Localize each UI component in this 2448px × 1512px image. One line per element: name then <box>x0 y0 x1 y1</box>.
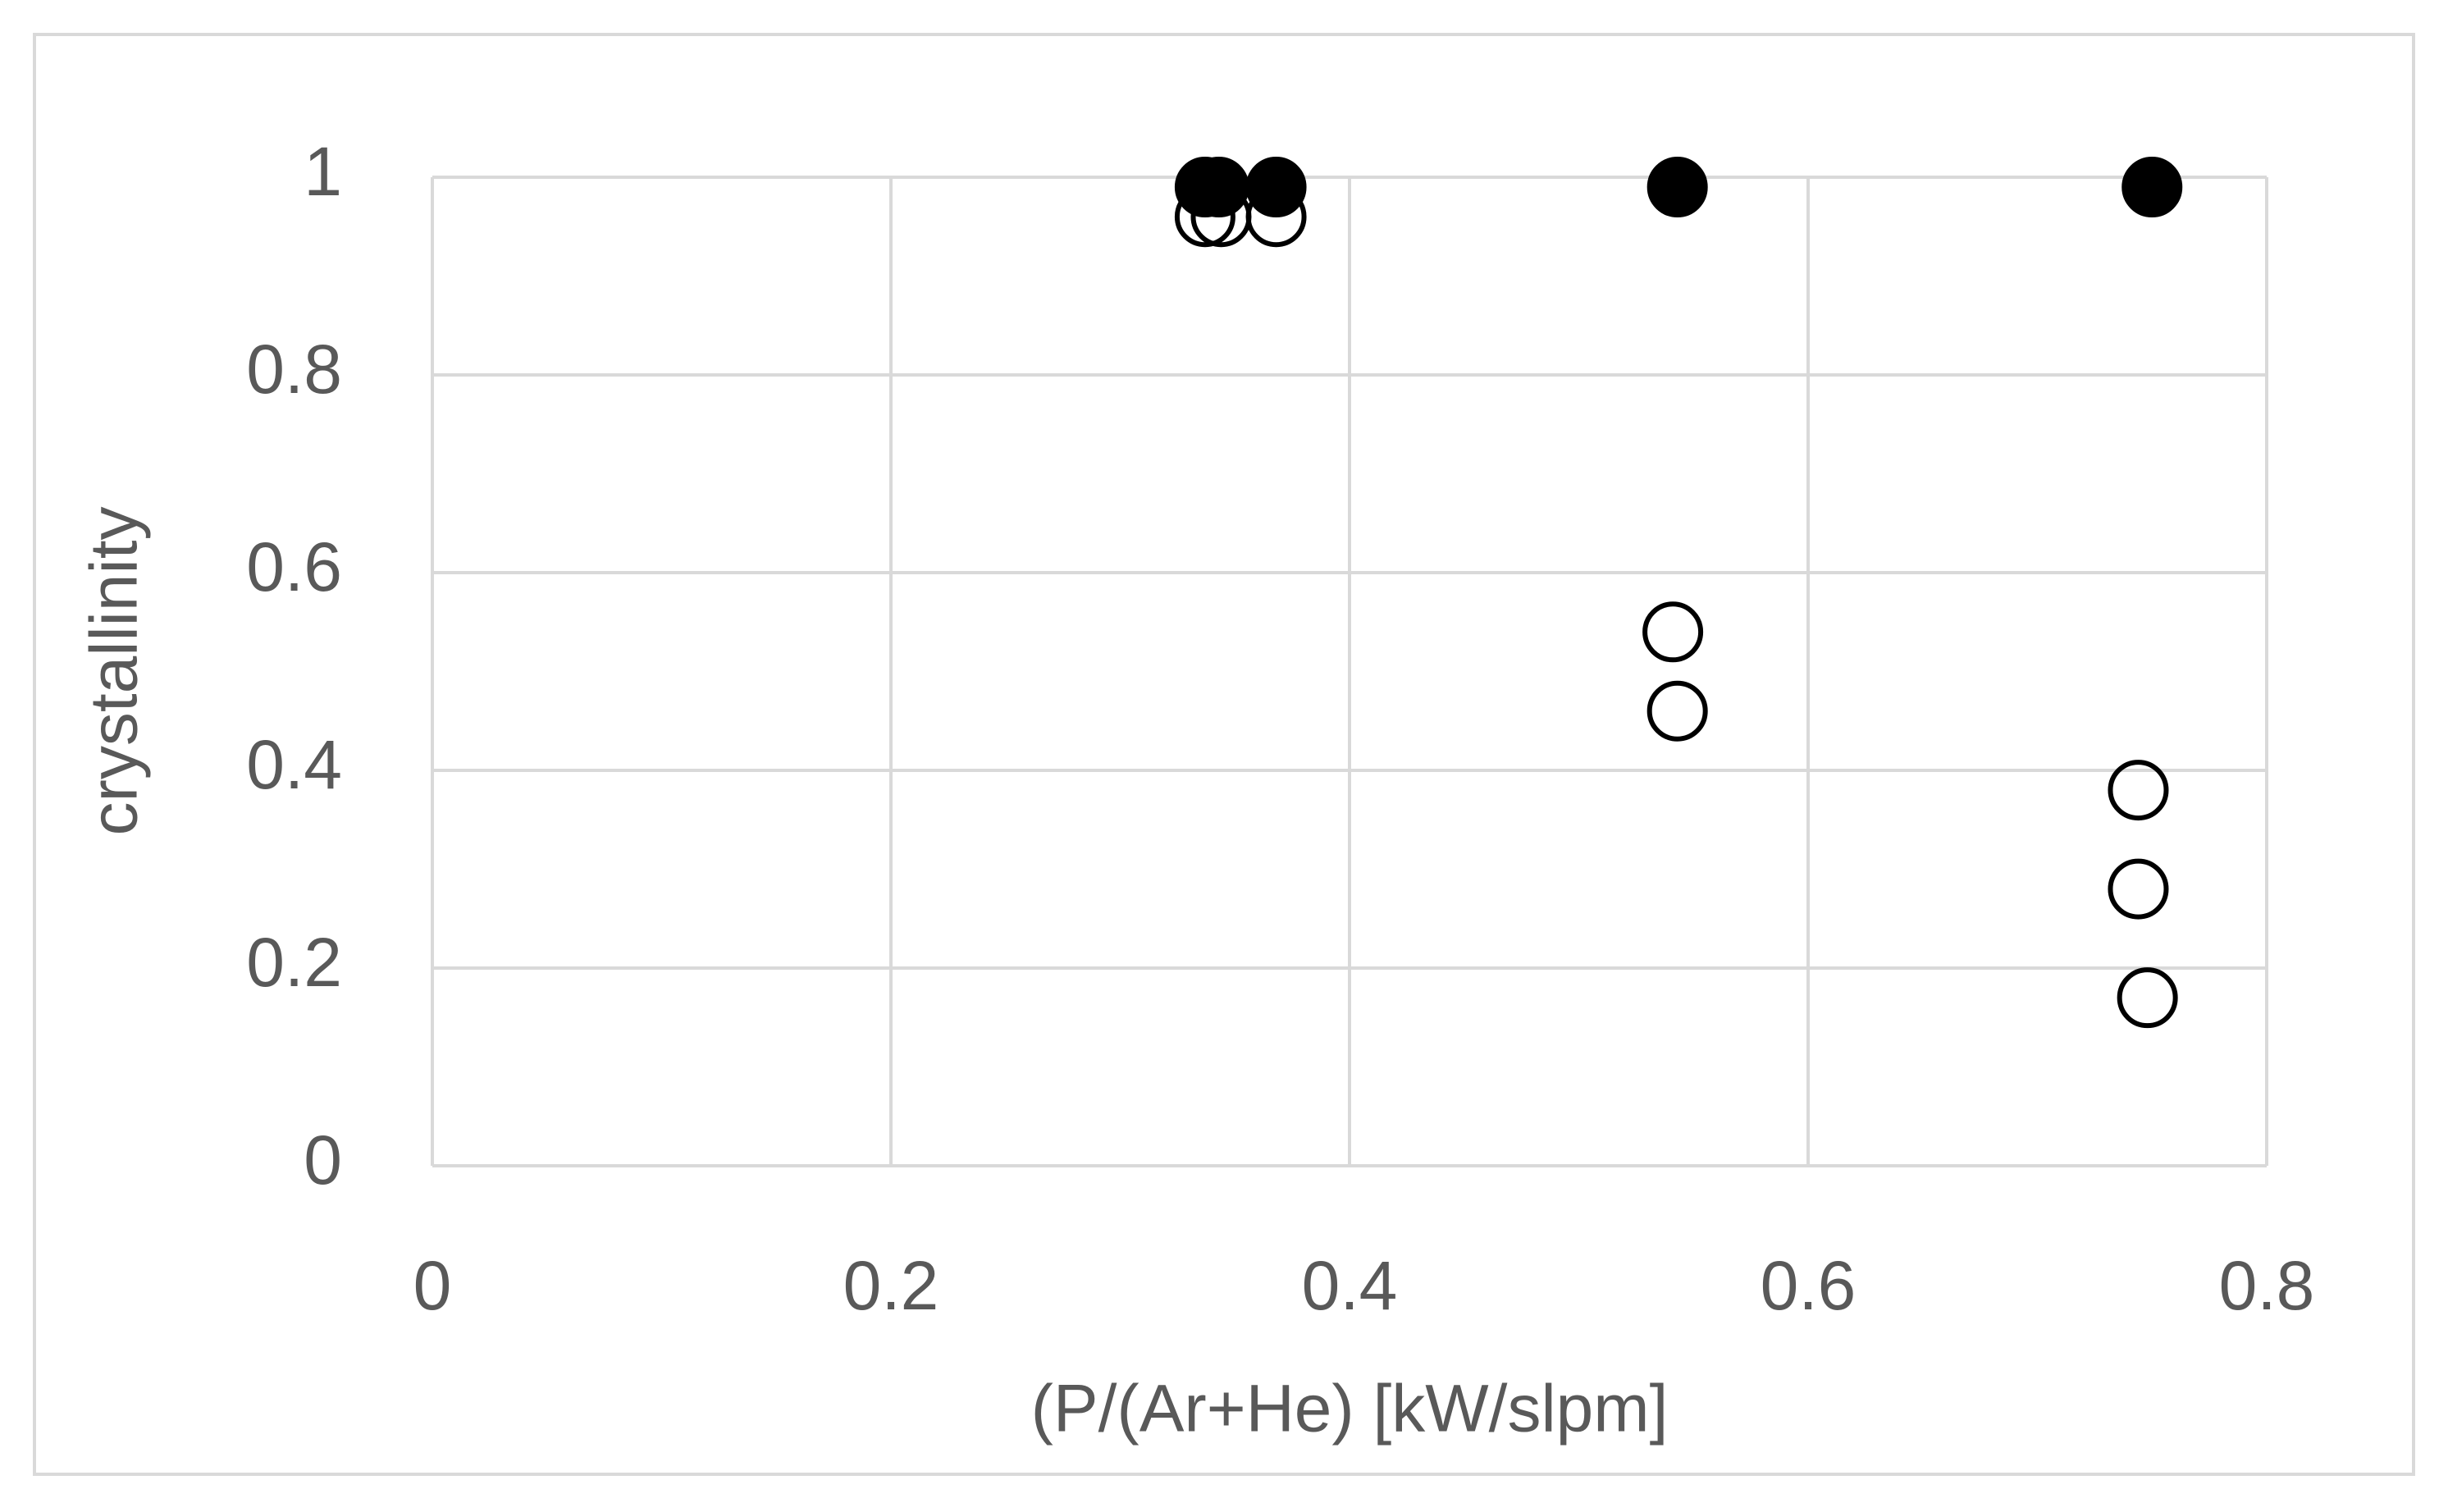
data-point <box>1245 186 1307 248</box>
y-tick-label: 0.6 <box>246 528 342 605</box>
data-point <box>2108 760 2169 821</box>
y-axis-title: crystallinity <box>77 507 152 836</box>
x-tick-label: 0.8 <box>2219 1247 2315 1324</box>
data-point <box>2121 157 2183 218</box>
x-axis-title: (P/(Ar+He) [kW/slpm] <box>1031 1372 1669 1446</box>
data-point <box>1646 157 1708 218</box>
x-tick-label: 0.6 <box>1761 1247 1857 1324</box>
data-point <box>2117 967 2178 1029</box>
y-tick-label: 0 <box>304 1121 342 1199</box>
data-point <box>1646 680 1708 742</box>
x-tick-label: 0.4 <box>1302 1247 1398 1324</box>
y-tick-label: 0.2 <box>246 924 342 1001</box>
data-point <box>1642 601 1704 663</box>
x-tick-label: 0 <box>413 1247 452 1324</box>
y-tick-label: 1 <box>304 133 342 210</box>
y-tick-label: 0.4 <box>246 726 342 803</box>
data-point <box>1174 186 1235 248</box>
x-tick-label: 0.2 <box>843 1247 939 1324</box>
data-point <box>2108 858 2169 920</box>
chart-border <box>33 33 2415 1476</box>
y-tick-label: 0.8 <box>246 331 342 408</box>
